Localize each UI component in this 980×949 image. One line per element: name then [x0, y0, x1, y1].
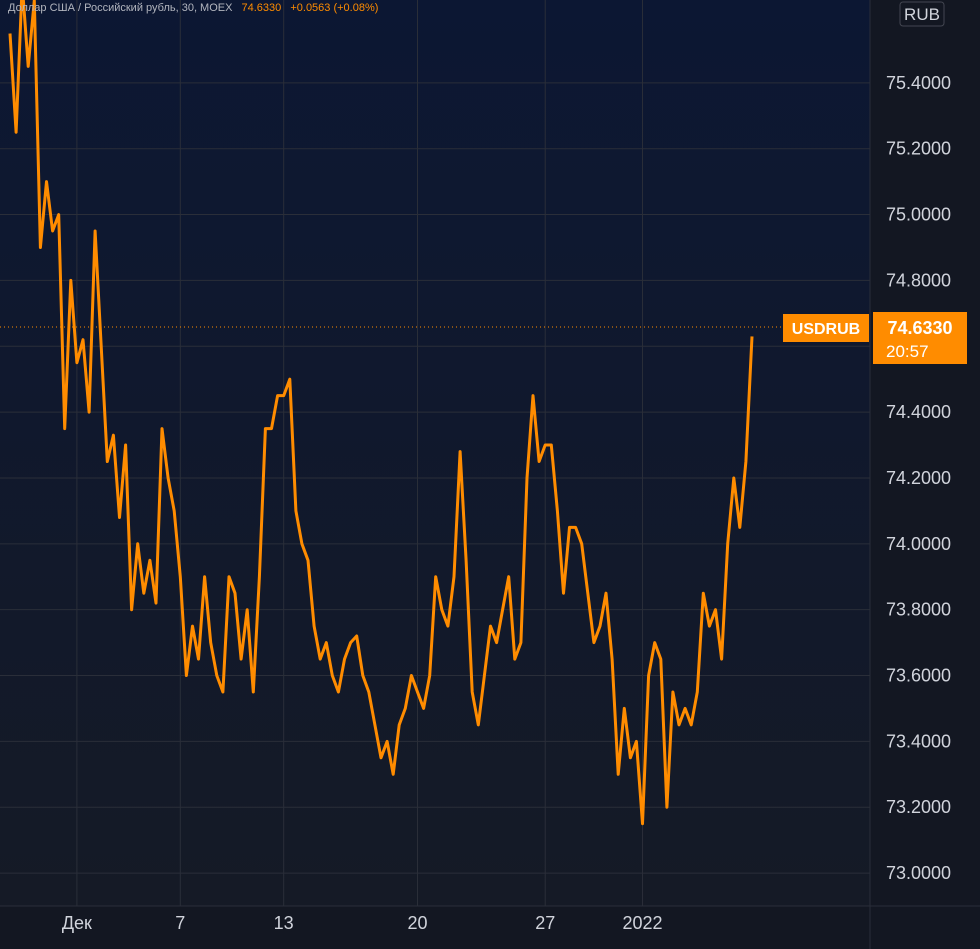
grid	[0, 0, 870, 906]
price-badge: 74.6330 20:57	[873, 312, 967, 364]
x-tick-label: Дек	[62, 913, 92, 933]
price-badge-value: 74.6330	[887, 318, 952, 338]
time-axis[interactable]: Дек 7 13 20 27 2022	[62, 913, 663, 933]
price-badge-countdown: 20:57	[886, 342, 929, 361]
y-tick-label: 73.2000	[886, 797, 951, 817]
x-tick-label: 13	[274, 913, 294, 933]
y-tick-label: 74.2000	[886, 468, 951, 488]
header-title: Доллар США / Российский рубль, 30, MOEX	[8, 2, 233, 14]
x-tick-label: 20	[407, 913, 427, 933]
x-tick-label: 7	[175, 913, 185, 933]
y-tick-label: 73.4000	[886, 731, 951, 751]
header-change: +0.0563 (+0.08%)	[290, 2, 378, 14]
currency-button[interactable]: RUB	[899, 1, 945, 27]
header-last: 74.6330	[242, 2, 282, 14]
y-tick-label: 75.2000	[886, 139, 951, 159]
currency-button-label: RUB	[904, 5, 940, 24]
x-tick-label: 2022	[623, 913, 663, 933]
y-tick-label: 75.0000	[886, 205, 951, 225]
symbol-badge-label: USDRUB	[792, 321, 860, 338]
y-tick-label: 75.4000	[886, 73, 951, 93]
series-line-usdrub	[8, 0, 754, 826]
header-legend: Доллар США / Российский рубль, 30, MOEX …	[8, 2, 378, 14]
y-tick-label: 74.8000	[886, 270, 951, 290]
y-tick-label: 73.0000	[886, 863, 951, 883]
x-tick-label: 27	[535, 913, 555, 933]
price-axis[interactable]: 75.400075.200075.000074.800074.600074.40…	[886, 73, 951, 883]
plot-background	[0, 0, 870, 906]
symbol-badge: USDRUB	[783, 314, 869, 342]
y-tick-label: 74.4000	[886, 402, 951, 422]
y-tick-label: 73.6000	[886, 666, 951, 686]
y-tick-label: 73.8000	[886, 600, 951, 620]
y-tick-label: 74.0000	[886, 534, 951, 554]
